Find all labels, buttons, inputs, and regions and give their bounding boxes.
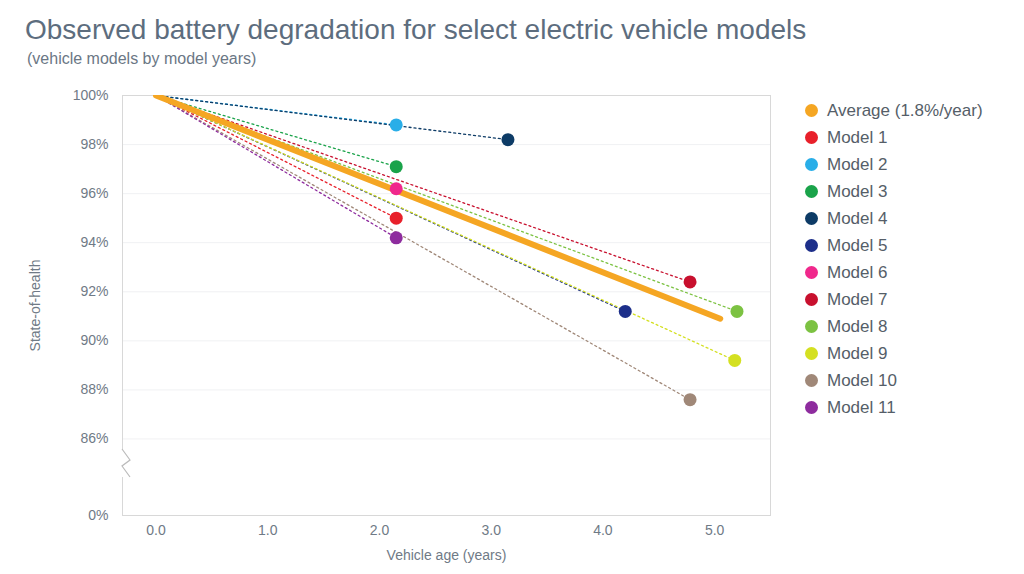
- html-text:Model 7: Model 7: [827, 290, 888, 309]
- html-text:Model 6: Model 6: [827, 263, 888, 282]
- svg-text:1.0: 1.0: [258, 522, 278, 538]
- html-text:Model 8: Model 8: [827, 317, 888, 336]
- svg-text:92%: 92%: [80, 283, 108, 299]
- svg-text:96%: 96%: [80, 185, 108, 201]
- html-text:Average (1.8%/year): Average (1.8%/year): [827, 101, 983, 120]
- html-text:(vehicle models by model years: (vehicle models by model years): [27, 50, 257, 67]
- html-text:Model 10: Model 10: [827, 371, 897, 390]
- html-text:Model 11: Model 11: [827, 398, 896, 417]
- html-text:Model 3: Model 3: [827, 182, 888, 201]
- svg-text:90%: 90%: [80, 332, 108, 348]
- svg-text:3.0: 3.0: [481, 522, 501, 538]
- svg-text:94%: 94%: [80, 234, 108, 250]
- svg-text:98%: 98%: [80, 136, 108, 152]
- svg-text:5.0: 5.0: [705, 522, 725, 538]
- svg-text:2.0: 2.0: [370, 522, 390, 538]
- html-text:Model 4: Model 4: [827, 209, 888, 228]
- svg-text:Vehicle age (years): Vehicle age (years): [387, 547, 507, 563]
- svg-text:0.0: 0.0: [146, 522, 166, 538]
- html-text:Observed battery degradation f: Observed battery degradation for select …: [25, 14, 807, 45]
- svg-text:State-of-health: State-of-health: [27, 260, 43, 352]
- html-text:Model 2: Model 2: [827, 155, 888, 174]
- html-text:Model 5: Model 5: [827, 236, 888, 255]
- svg-text:86%: 86%: [80, 430, 108, 446]
- html-text:Model 9: Model 9: [827, 344, 888, 363]
- svg-text:100%: 100%: [73, 87, 109, 103]
- svg-text:0%: 0%: [88, 507, 108, 523]
- svg-text:4.0: 4.0: [593, 522, 613, 538]
- html-text:Model 1: Model 1: [827, 128, 888, 147]
- svg-text:88%: 88%: [80, 381, 108, 397]
